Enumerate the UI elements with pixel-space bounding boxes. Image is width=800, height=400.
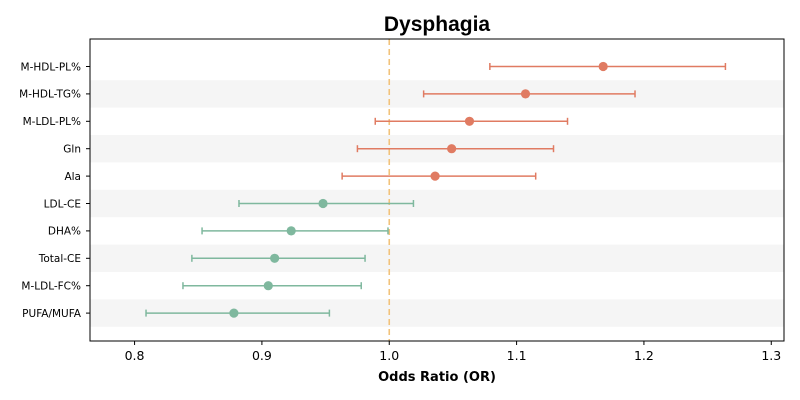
row-band xyxy=(90,189,784,218)
y-tick-label: PUFA/MUFA xyxy=(22,308,82,320)
or-point xyxy=(520,89,531,99)
y-tick-label: LDL-CE xyxy=(44,198,81,210)
or-point xyxy=(270,253,280,263)
x-axis-label: Odds Ratio (OR) xyxy=(378,370,496,385)
or-point xyxy=(229,308,239,318)
row-bands xyxy=(90,80,784,327)
or-point xyxy=(318,198,328,209)
y-axis-ticks: M-HDL-PL% M-HDL-TG% M-LDL-PL% Gln Ala LDL-CE D… xyxy=(19,61,90,320)
y-tick-label: Total-CE xyxy=(38,253,81,265)
plot-frame xyxy=(89,38,785,342)
y-tick-label: M-HDL-TG% xyxy=(19,89,81,101)
or-point xyxy=(598,61,608,72)
y-tick-label: DHA% xyxy=(48,226,81,238)
or-point xyxy=(447,144,457,154)
or-point xyxy=(263,281,273,291)
x-tick-label: 1.2 xyxy=(634,348,654,363)
y-tick-label: Ala xyxy=(64,171,81,183)
y-tick-label: M-HDL-PL% xyxy=(21,61,81,73)
or-point xyxy=(286,226,296,236)
x-axis-ticks: 0.8 0.9 1.0 1.1 1.2 1.3 xyxy=(125,341,781,363)
y-tick-label: M-LDL-PL% xyxy=(23,116,81,128)
odds-ratio-points xyxy=(229,61,608,318)
x-tick-label: 0.9 xyxy=(252,348,272,363)
x-tick-label: 1.0 xyxy=(379,348,399,363)
x-tick-label: 1.3 xyxy=(761,348,781,363)
y-tick-label: M-LDL-FC% xyxy=(21,281,81,293)
or-point xyxy=(464,116,475,126)
x-tick-label: 1.1 xyxy=(507,348,527,363)
x-tick-label: 0.8 xyxy=(125,348,145,363)
y-tick-label: Gln xyxy=(63,144,81,156)
or-point xyxy=(430,171,440,181)
chart-title: Dysphagia xyxy=(384,13,491,36)
